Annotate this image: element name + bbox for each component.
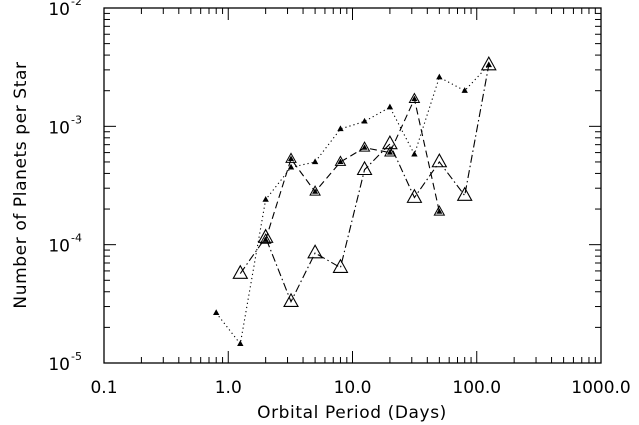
x-axis-label: Orbital Period (Days) [257,403,447,423]
data-point [433,205,446,216]
series-dotted [213,61,492,347]
data-point [456,186,473,201]
data-point [386,103,394,110]
data-point [461,87,468,93]
data-point [408,92,421,103]
y-tick-exponent: -5 [71,350,82,363]
data-point-inner [337,158,344,164]
series-line [215,64,490,346]
y-tick-label: 10 [48,355,70,375]
y-tick-label: 10 [48,237,70,257]
data-point [262,196,269,202]
data-point [285,152,297,163]
data-point [307,244,324,259]
data-point [411,150,418,157]
data-point [259,233,272,244]
data-point [237,340,244,347]
x-tick-label: 1000.0 [571,378,630,398]
data-point [361,117,368,124]
series-line [265,97,440,240]
data-point [232,264,249,279]
data-point [384,145,396,157]
series-layer [213,56,497,347]
x-tick-labels: 0.1 1.0 10.0 100.0 1000.0 [90,378,630,398]
data-point [406,188,423,203]
x-tick-label: 1.0 [215,378,242,398]
y-tick-label: 10 [48,118,70,138]
data-point [287,163,295,170]
data-point [309,185,321,196]
x-tick-label: 100.0 [452,378,501,398]
series-dashed [259,92,446,244]
data-point [356,160,373,176]
axis-ticks [103,7,602,364]
data-point-inner [288,155,295,161]
y-tick-exponent: -2 [71,0,82,8]
y-tick-exponent: -3 [71,113,82,126]
data-point [213,309,220,316]
data-point-inner [312,188,319,194]
y-tick-labels: 10-510-410-310-2 [48,0,82,375]
data-point [334,155,347,166]
data-point [332,258,349,273]
y-axis-label: Number of Planets per Star [11,61,31,308]
x-tick-label: 0.1 [90,378,117,398]
data-point [337,125,344,132]
data-point-inner [436,208,443,214]
data-point [436,73,443,80]
plot-frame [103,7,602,364]
data-point [283,292,299,307]
data-point [381,134,398,150]
data-point [257,228,274,243]
data-point [311,158,319,165]
x-tick-label: 10.0 [334,378,372,398]
data-point-inner [411,95,418,102]
data-point-inner [386,149,393,155]
data-point [431,153,448,168]
y-tick-exponent: -4 [71,232,82,245]
data-point [358,141,371,152]
series-line [239,64,490,303]
series-dash-dot [232,56,497,307]
data-point-inner [361,144,368,150]
y-tick-label: 10 [48,0,70,20]
data-point [480,56,497,71]
